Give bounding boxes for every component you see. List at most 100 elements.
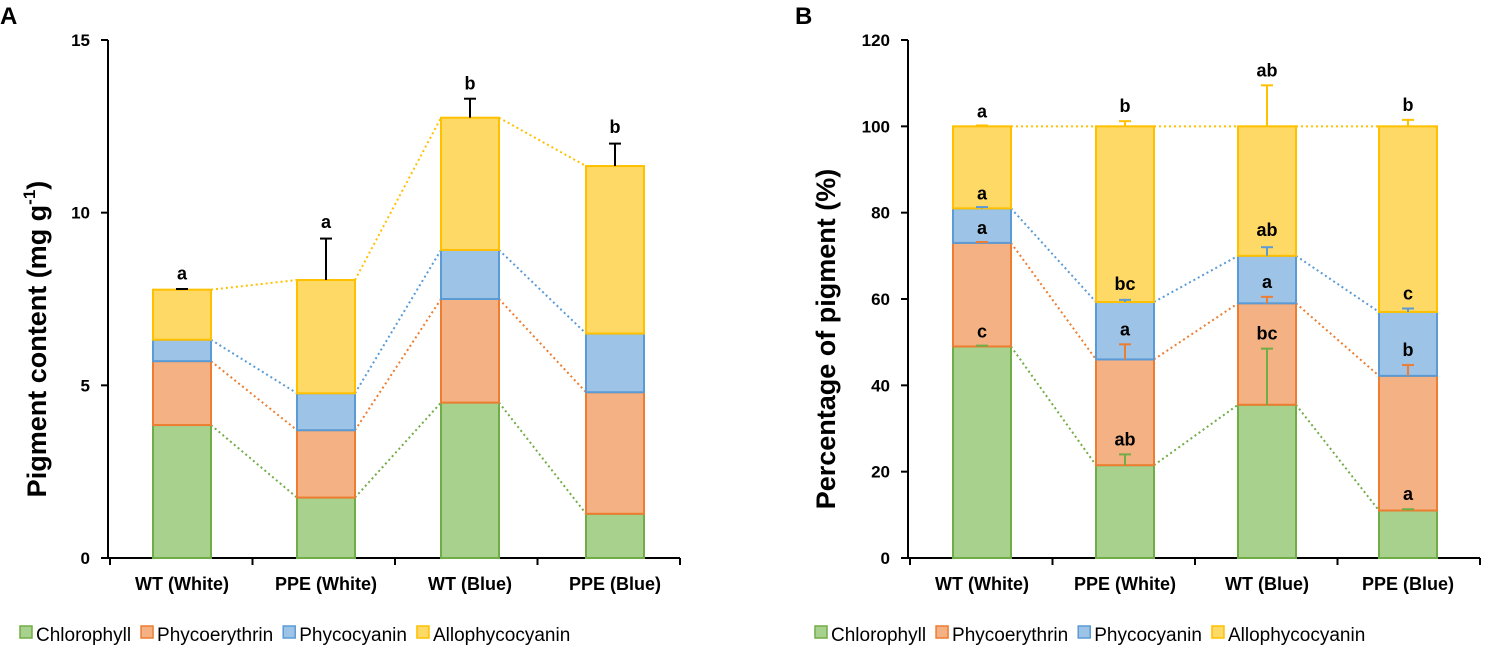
significance-letter: b [610,117,621,137]
x-tick-label: WT (Blue) [428,574,512,594]
y-tick-label: 10 [71,204,90,223]
y-tick-label: 80 [871,204,890,223]
bar-stack-ppe-blue [585,165,645,560]
connector-line-phycocyanin [210,338,298,395]
panel-a-chart: A 0 5 10 15 WT (White) PPE (White) WT (Blue) PP… [0,3,681,646]
bar-phycoerythrin [440,298,500,404]
significance-letter: a [977,218,988,238]
legend-label-chlorophyll: Chlorophyll [36,625,131,646]
bar-chlorophyll [296,496,356,560]
significance-letter: a [1120,319,1131,339]
x-tick-label: PPE (White) [1074,574,1176,594]
bar-allophycocyanin [1378,125,1438,313]
y-tick-label: 60 [871,290,890,309]
significance-letter: b [1403,95,1414,115]
y-axis-title: Percentage of pigment (%) [811,169,841,510]
x-tick-label: WT (Blue) [1225,574,1309,594]
connector-line-chlorophyll [1153,403,1239,467]
bar-phycocyanin [585,332,645,394]
legend-swatch-chlorophyll [19,625,33,639]
legend-label-allophycocyanin: Allophycocyanin [433,625,570,646]
y-axis-title: Pigment content (mg g-1) [20,181,52,498]
significance-letter: a [321,212,332,232]
connector-line-allophycocyanin [498,116,587,167]
legend-label-phycocyanin: Phycocyanin [1094,625,1202,646]
bar-phycoerythrin [585,391,645,515]
legend-swatch-allophycocyanin [1211,625,1225,639]
bar-stack-wt-blue [440,116,500,559]
legend-label-phycocyanin: Phycocyanin [299,625,407,646]
bar-allophycocyanin [152,288,212,341]
significance-letter: b [1403,340,1414,360]
connector-line-chlorophyll [1295,404,1380,512]
y-tick-label: 0 [881,549,890,568]
significance-letter: c [977,321,987,341]
significance-letter: b [465,74,476,94]
significance-letter: ab [1114,429,1135,449]
connector-line-phycocyanin [1295,255,1380,313]
x-tick-label: WT (White) [935,574,1029,594]
significance-letter: ab [1256,60,1277,80]
significance-letter: ab [1256,220,1277,240]
panel-b-label: B [795,3,812,30]
bar-allophycocyanin [952,125,1012,210]
connector-line-phycocyanin [498,249,587,335]
bar-stack-ppe-white [1095,125,1155,560]
legend-swatch-phycocyanin [1077,625,1091,639]
connector-line-chlorophyll [354,401,442,499]
connector-line-chlorophyll [1010,345,1097,466]
bar-stack-ppe-blue [1378,125,1438,559]
bar-allophycocyanin [296,279,356,395]
connector-line-allophycocyanin [354,117,442,281]
panel-b-chart: B 0 20 40 60 80 100 120 WT (White) PPE (White) WT… [795,3,1481,646]
bar-phycoerythrin [1378,374,1438,512]
bar-allophycocyanin [1237,125,1297,257]
bar-stack-ppe-white [296,279,356,560]
y-tick-label: 120 [862,31,890,50]
bar-chlorophyll [1237,403,1297,559]
legend-swatch-chlorophyll [814,625,828,639]
significance-letter: a [977,101,988,121]
connector-lines [210,116,587,515]
bar-phycocyanin [152,338,212,363]
legend-swatch-phycoerythrin [935,625,949,639]
connector-line-phycoerythrin [1295,302,1380,377]
bar-phycocyanin [1095,301,1155,361]
bar-chlorophyll [1378,509,1438,559]
x-tick-label: PPE (Blue) [569,574,661,594]
connector-line-phycoerythrin [1010,242,1097,361]
connector-line-phycocyanin [1010,207,1097,303]
connector-line-chlorophyll [210,424,298,499]
legend-label-phycoerythrin: Phycoerythrin [952,625,1068,646]
significance-letter: bc [1256,324,1277,344]
bar-phycocyanin [440,248,500,300]
bar-allophycocyanin [585,165,645,335]
legend-swatch-phycocyanin [282,625,296,639]
bar-chlorophyll [152,424,212,559]
bar-chlorophyll [440,401,500,559]
significance-letter: bc [1114,274,1135,294]
significance-letter: c [1403,283,1413,303]
legend-swatch-allophycocyanin [416,625,430,639]
connector-line-phycocyanin [354,249,442,394]
significance-letter: b [1120,96,1131,116]
bar-phycoerythrin [952,241,1012,348]
y-tick-label: 5 [81,376,90,395]
significance-letter: a [1262,272,1273,292]
connector-line-phycoerythrin [354,298,442,431]
connector-line-phycoerythrin [498,298,587,393]
legend: Chlorophyll Phycoerythrin Phycocyanin Allop… [19,625,570,646]
bar-stack-wt-white [952,125,1012,559]
x-tick-label: PPE (White) [275,574,377,594]
bar-phycocyanin [296,392,356,432]
bar-stack-wt-white [152,288,212,559]
bar-chlorophyll [952,345,1012,559]
connector-line-chlorophyll [498,401,587,515]
connector-line-phycoerythrin [1153,302,1239,361]
x-tick-label: PPE (Blue) [1362,574,1454,594]
x-tick-label: WT (White) [135,574,229,594]
legend-swatch-phycoerythrin [140,625,154,639]
y-tick-label: 20 [871,463,890,482]
bar-phycoerythrin [296,429,356,499]
